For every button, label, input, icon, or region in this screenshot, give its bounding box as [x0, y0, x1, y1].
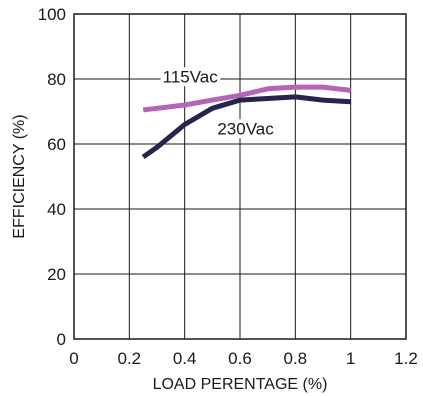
- series-label-backdrop: [160, 67, 221, 87]
- x-tick-label: 0.4: [173, 349, 197, 368]
- y-tick-label: 20: [47, 265, 66, 284]
- y-tick-label: 80: [47, 70, 66, 89]
- grid: [74, 14, 406, 339]
- series-label-text: 230Vac: [217, 119, 274, 138]
- series-line-115vac: [142, 84, 351, 113]
- y-tick-label: 60: [47, 135, 66, 154]
- x-axis-label: LOAD PERENTAGE (%): [153, 376, 328, 393]
- y-tick-label: 100: [38, 5, 66, 24]
- y-tick-labels: 0 20 40 60 80 100: [38, 5, 66, 349]
- series-label-230vac: 230Vac: [215, 119, 277, 139]
- series-label-backdrop: [215, 119, 277, 139]
- x-tick-label: 0: [69, 349, 78, 368]
- x-tick-labels: 0 0.2 0.4 0.6 0.8 1 1.2: [69, 349, 418, 368]
- x-tick-label: 1.2: [394, 349, 418, 368]
- x-tick-label: 0.6: [228, 349, 252, 368]
- y-tick-label: 0: [57, 330, 66, 349]
- series-label-text: 115Vac: [163, 67, 219, 86]
- plot-frame: [73, 13, 407, 340]
- x-tick-label: 0.8: [284, 349, 308, 368]
- y-axis-label: EFFICIENCY (%): [11, 114, 28, 238]
- series-annotations: 115Vac 230Vac: [160, 67, 277, 139]
- y-tick-label: 40: [47, 200, 66, 219]
- series-group: [141, 84, 351, 160]
- x-tick-label: 0.2: [118, 349, 142, 368]
- series-line-230vac: [141, 94, 351, 160]
- x-tick-label: 1: [346, 349, 355, 368]
- series-label-115vac: 115Vac: [160, 67, 221, 87]
